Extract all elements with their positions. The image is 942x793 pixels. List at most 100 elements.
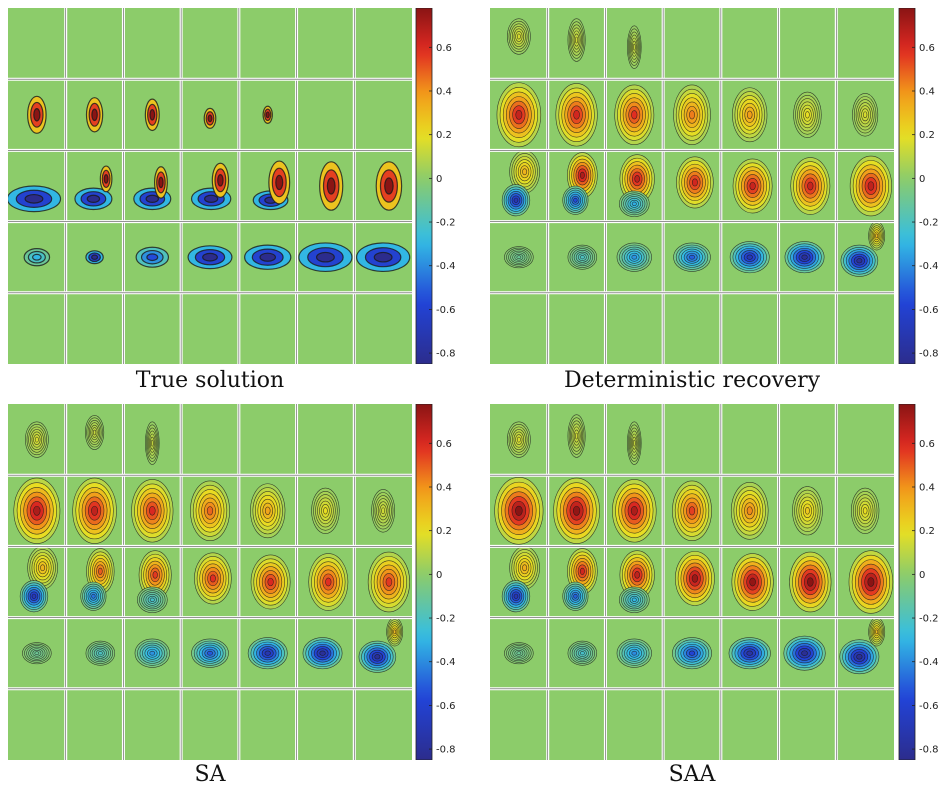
heatmap-blob: [136, 586, 168, 613]
heatmap-blob: [852, 93, 879, 137]
heatmap-blob: [22, 642, 52, 665]
heatmap-cell: [123, 292, 182, 364]
heatmap-blob: [190, 480, 230, 542]
heatmap-blob: [308, 553, 349, 611]
contour-level: [867, 181, 875, 191]
heatmap-blob: [790, 157, 831, 215]
contour-level: [381, 507, 386, 515]
heatmap-blob: [153, 166, 168, 199]
heatmap-blob: [784, 241, 825, 274]
colorbar-tick-label: -0.8: [436, 349, 456, 360]
colorbar-tick-label: 0.4: [436, 86, 452, 97]
heatmap-cell: [354, 688, 412, 760]
heatmap-cell: [65, 8, 124, 80]
heatmap-cell: [354, 79, 412, 151]
contour-level: [265, 111, 270, 119]
contour-level: [91, 593, 96, 599]
contour-level: [746, 110, 753, 119]
heatmap-blob: [311, 487, 340, 534]
heatmap-blob: [673, 242, 711, 272]
heatmap-blob: [672, 480, 712, 542]
heatmap-blob: [729, 241, 770, 274]
heatmap-blob: [509, 546, 540, 590]
heatmap-cell: [547, 688, 606, 760]
heatmap-cell: [836, 688, 894, 760]
contour-level: [92, 429, 97, 436]
colorbar-tick-label: -0.6: [919, 305, 939, 316]
heatmap-cell: [123, 150, 182, 222]
heatmap-cell: [296, 8, 355, 80]
contour-level: [91, 505, 99, 516]
heatmap-blob: [618, 190, 650, 217]
heatmap-blob: [144, 98, 160, 132]
contour-level: [264, 506, 271, 515]
contour-level: [516, 436, 521, 443]
heatmap-cell: [778, 292, 837, 364]
panel-true-solution: 0.6 0.4 0.2 0 -0.2 -0.4 -0.6 -0.8 True solution: [0, 0, 470, 400]
contour-level: [209, 574, 216, 583]
heatmap-blob: [849, 155, 892, 217]
heatmap-blob: [673, 84, 711, 146]
contour-level: [875, 629, 879, 635]
heatmap-cell: [65, 292, 124, 364]
heatmap-blob: [72, 477, 117, 544]
heatmap-blob: [504, 246, 534, 269]
heatmap-cell: [836, 8, 894, 80]
contour-level: [746, 506, 753, 516]
contour-level: [34, 651, 40, 656]
contour-level: [515, 505, 523, 516]
heatmap-grid: [8, 404, 412, 760]
heatmap-blob: [555, 83, 598, 147]
heatmap-blob: [850, 487, 880, 534]
contour-level: [97, 651, 103, 656]
heatmap-blob: [375, 161, 403, 211]
heatmap-cell: [238, 688, 297, 760]
heatmap-blob: [250, 554, 291, 610]
colorbar: 0.6 0.4 0.2 0 -0.2 -0.4 -0.6 -0.8: [898, 404, 939, 760]
contour-level: [207, 650, 213, 656]
heatmap-cell: [720, 292, 779, 364]
contour-level: [579, 171, 585, 179]
heatmap-cell: [296, 688, 355, 760]
contour-level: [325, 577, 332, 587]
heatmap-cell: [8, 688, 66, 760]
heatmap-blob: [191, 638, 229, 668]
heatmap-blob: [496, 82, 542, 148]
heatmap-blob: [131, 479, 174, 543]
contour-level: [875, 233, 879, 239]
contour-level: [634, 571, 640, 579]
heatmap-blob: [567, 414, 586, 458]
heatmap-cell: [296, 404, 355, 476]
colorbar: 0.6 0.4 0.2 0 -0.2 -0.4 -0.6 -0.8: [415, 8, 456, 364]
heatmap-cell: [778, 404, 837, 476]
contour-level: [32, 253, 42, 261]
heatmap-blob: [85, 97, 104, 133]
heatmap-blob: [27, 95, 47, 134]
contour-level: [688, 506, 696, 516]
heatmap-blob: [358, 640, 397, 673]
contour-level: [863, 111, 868, 119]
heatmap-cell: [663, 8, 721, 80]
colorbar-tick-label: 0.6: [919, 439, 935, 450]
heatmap-cell: [836, 292, 894, 364]
contour-level: [746, 650, 753, 656]
contour-level: [867, 577, 875, 587]
contour-level: [40, 564, 46, 572]
contour-level: [749, 181, 756, 191]
panel-caption: SAA: [668, 762, 716, 787]
heatmap-blob: [194, 552, 232, 605]
heatmap-blob: [627, 25, 642, 69]
heatmap-blob: [553, 477, 600, 544]
colorbar-tick-label: -0.2: [919, 614, 939, 625]
colorbar-tick-label: -0.8: [919, 349, 939, 360]
heatmap-blob: [203, 107, 217, 129]
contour-level: [264, 650, 271, 656]
heatmap-cell: [238, 404, 297, 476]
heatmap-blob: [618, 586, 650, 613]
heatmap-grid: [8, 8, 412, 364]
heatmap-blob: [138, 550, 172, 600]
colorbar: 0.6 0.4 0.2 0 -0.2 -0.4 -0.6 -0.8: [898, 8, 939, 364]
colorbar-tick-label: 0.4: [919, 86, 935, 97]
contour-level: [522, 564, 528, 572]
heatmap-blob: [627, 421, 642, 465]
